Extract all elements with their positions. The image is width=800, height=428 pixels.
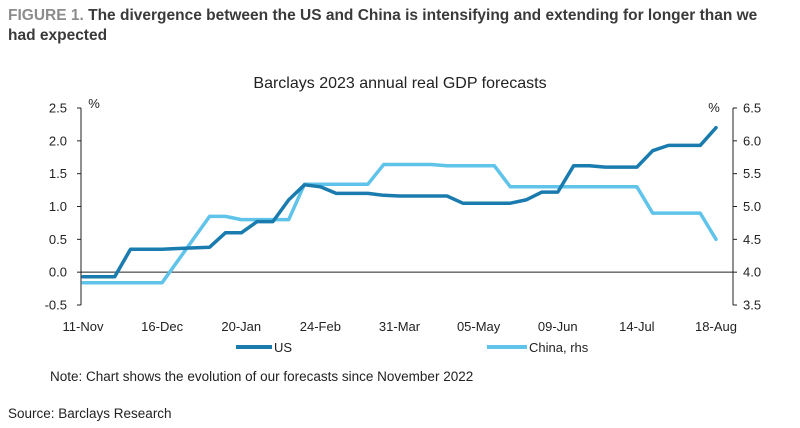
left-tick-label: 0.0 xyxy=(49,265,67,280)
chart-title: Barclays 2023 annual real GDP forecasts xyxy=(253,75,546,92)
left-tick-label: 1.5 xyxy=(49,166,67,181)
right-tick-label: 4.5 xyxy=(743,232,761,247)
x-tick-label: 18-Aug xyxy=(695,319,737,334)
us-series-line xyxy=(81,125,718,279)
right-axis-unit: % xyxy=(708,100,720,115)
legend-label-china: China, rhs xyxy=(529,340,589,355)
right-tick-label: 6.5 xyxy=(743,101,761,116)
figure-label: FIGURE 1. xyxy=(8,7,84,24)
x-tick-label: 20-Jan xyxy=(221,319,261,334)
figure-header: FIGURE 1. The divergence between the US … xyxy=(8,6,788,46)
figure-title: The divergence between the US and China … xyxy=(8,7,758,44)
left-tick-label: 2.0 xyxy=(49,133,67,148)
left-tick-label: 2.5 xyxy=(49,101,67,116)
chart-note: Note: Chart shows the evolution of our f… xyxy=(50,369,474,384)
x-tick-label: 14-Jul xyxy=(619,319,655,334)
right-tick-label: 5.0 xyxy=(743,199,761,214)
axes-layer: -0.5 0.0 0.5 1.0 1.5 2.0 2.5 3.5 4.0 4.5 5.0 5.5 6.0… xyxy=(45,101,761,335)
source-line: Source: Barclays Research xyxy=(8,406,172,421)
legend: US China, rhs xyxy=(236,340,589,355)
left-tick-label: -0.5 xyxy=(45,298,67,313)
series-layer xyxy=(81,125,718,285)
legend-label-us: US xyxy=(274,340,292,355)
x-tick-label: 05-May xyxy=(457,319,501,334)
right-tick-label: 5.5 xyxy=(743,166,761,181)
right-tick-label: 6.0 xyxy=(743,133,761,148)
left-tick-label: 1.0 xyxy=(49,199,67,214)
right-tick-label: 4.0 xyxy=(743,265,761,280)
left-tick-label: 0.5 xyxy=(49,232,67,247)
x-tick-label: 09-Jun xyxy=(538,319,578,334)
x-tick-label: 16-Dec xyxy=(141,319,183,334)
left-axis-unit: % xyxy=(88,96,100,111)
x-tick-label: 11-Nov xyxy=(63,319,104,334)
x-tick-label: 31-Mar xyxy=(379,319,421,334)
x-tick-label: 24-Feb xyxy=(300,319,341,334)
right-tick-label: 3.5 xyxy=(743,298,761,313)
china-series-line xyxy=(81,162,718,285)
